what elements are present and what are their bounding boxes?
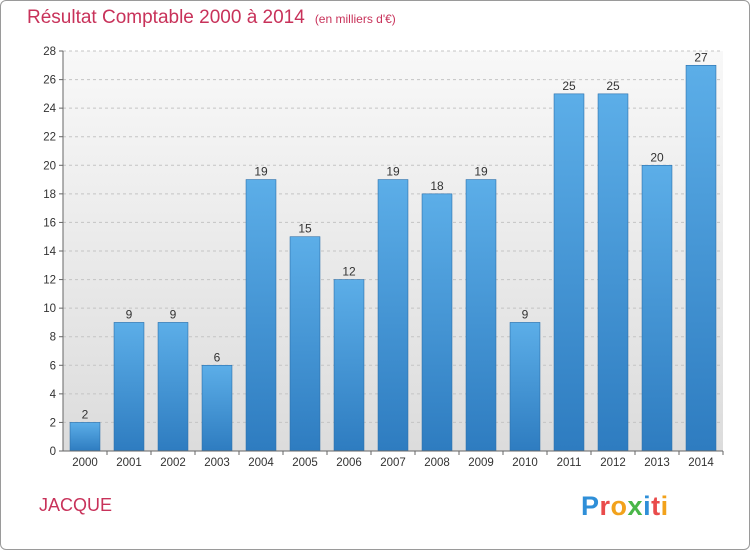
logo-letter: i <box>660 491 669 521</box>
x-tick-label-2002: 2002 <box>160 457 186 469</box>
bar-2007 <box>377 179 409 452</box>
bar-2008 <box>421 193 453 452</box>
logo-letter: i <box>643 491 652 521</box>
value-label-2002: 9 <box>170 307 177 321</box>
x-tick-label-2013: 2013 <box>644 457 670 469</box>
bar-2012 <box>597 93 629 452</box>
bar-2001 <box>113 322 145 452</box>
value-label-2012: 25 <box>606 79 620 93</box>
value-label-2009: 19 <box>474 165 488 179</box>
x-tick-label-2011: 2011 <box>557 457 582 469</box>
y-tick-label: 8 <box>50 332 56 344</box>
bar-2014 <box>685 64 717 452</box>
bar-2004 <box>245 179 277 452</box>
value-label-2006: 12 <box>342 265 356 279</box>
y-tick-label: 12 <box>43 275 56 287</box>
x-tick-label-2005: 2005 <box>292 457 318 469</box>
bar-2009 <box>465 179 497 452</box>
y-tick-label: 2 <box>50 417 56 429</box>
y-tick-label: 26 <box>43 75 56 87</box>
value-label-2003: 6 <box>214 350 221 364</box>
y-tick-label: 10 <box>43 303 56 315</box>
place-name: JACQUE <box>39 495 113 515</box>
x-tick-label-2008: 2008 <box>424 457 450 469</box>
x-tick-label-2007: 2007 <box>380 457 406 469</box>
chart-subtitle: (en milliers d'€) <box>314 12 396 26</box>
y-tick-label: 4 <box>50 389 57 401</box>
bar-2006 <box>333 279 365 452</box>
bar-2003 <box>201 364 233 452</box>
bar-2005 <box>289 236 321 452</box>
y-tick-label: 28 <box>43 46 56 58</box>
value-label-2008: 18 <box>430 179 444 193</box>
x-axis-ticks: 2000 2001 2002 2003 2004 2005 2006 2007 2008 2009… <box>72 451 724 469</box>
chart-title-text: Résultat Comptable 2000 à 2014 <box>27 7 305 28</box>
value-label-2001: 9 <box>126 307 133 321</box>
x-tick-label-2001: 2001 <box>116 457 142 469</box>
proxiti-logo: Proxiti <box>581 491 669 522</box>
y-tick-label: 14 <box>43 246 56 258</box>
logo-letter: x <box>627 491 644 521</box>
y-tick-label: 24 <box>43 103 56 115</box>
x-tick-label-2003: 2003 <box>204 457 230 469</box>
bar-2002 <box>157 322 189 452</box>
x-tick-label-2009: 2009 <box>468 457 494 469</box>
bar-2000 <box>69 422 101 452</box>
bar-2011 <box>553 93 585 452</box>
x-tick-label-2000: 2000 <box>72 457 98 469</box>
bar-2010 <box>509 322 541 452</box>
y-tick-label: 18 <box>43 189 56 201</box>
chart-title: Résultat Comptable 2000 à 2014 (en millie… <box>27 7 396 29</box>
x-tick-label-2006: 2006 <box>336 457 362 469</box>
y-tick-label: 0 <box>50 446 56 458</box>
bar-2013 <box>641 164 673 452</box>
value-label-2004: 19 <box>254 165 268 179</box>
value-label-2000: 2 <box>82 407 89 421</box>
x-tick-label-2014: 2014 <box>688 457 714 469</box>
y-tick-label: 22 <box>43 132 56 144</box>
x-tick-label-2012: 2012 <box>600 457 626 469</box>
value-label-2007: 19 <box>386 165 400 179</box>
y-tick-label: 16 <box>43 217 56 229</box>
logo-letter: o <box>610 491 628 521</box>
logo-letter: r <box>599 491 611 521</box>
value-label-2014: 27 <box>694 50 708 64</box>
y-tick-label: 20 <box>43 160 56 172</box>
value-label-2010: 9 <box>522 307 529 321</box>
logo-letter: t <box>651 491 661 521</box>
value-label-2013: 20 <box>650 150 664 164</box>
logo-letter: P <box>581 491 600 521</box>
bars: 2 9 9 6 19 15 12 19 18 19 9 25 25 20 27 <box>69 50 717 452</box>
y-tick-label: 6 <box>50 360 56 372</box>
value-label-2005: 15 <box>298 222 312 236</box>
value-label-2011: 25 <box>562 79 576 93</box>
x-tick-label-2004: 2004 <box>248 457 274 469</box>
x-tick-label-2010: 2010 <box>512 457 538 469</box>
